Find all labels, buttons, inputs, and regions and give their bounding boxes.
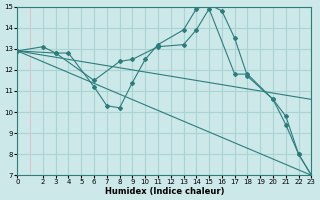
- X-axis label: Humidex (Indice chaleur): Humidex (Indice chaleur): [105, 187, 224, 196]
